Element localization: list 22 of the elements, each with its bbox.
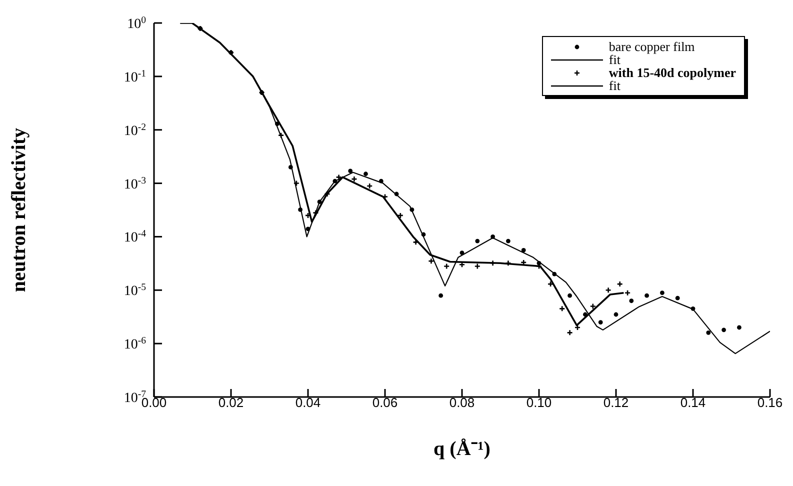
x-tick-label: 0.00 <box>141 395 167 410</box>
legend-label: fit <box>608 52 620 67</box>
y-tick-label: 10$^{-2}$ <box>124 121 146 139</box>
x-tick-label: 0.08 <box>449 395 475 410</box>
x-tick-label: 0.14 <box>680 395 706 410</box>
x-tick-label: 0.12 <box>603 395 629 410</box>
y-tick-label: 10$^{-6}$ <box>124 335 146 353</box>
x-tick-label: 0.16 <box>757 395 783 410</box>
y-tick-label: 10$^{-3}$ <box>124 174 146 192</box>
y-tick-label: 10$^{-1}$ <box>124 68 146 86</box>
legend-label: fit <box>608 78 620 93</box>
x-tick-label: 0.10 <box>526 395 552 410</box>
x-tick-label: 0.06 <box>372 395 398 410</box>
x-axis-title: q (Å⁻¹) <box>434 438 490 460</box>
y-tick-label: 10$^{-4}$ <box>124 228 146 246</box>
y-axis-title: neutron reflectivity <box>8 128 30 292</box>
y-tick-label: 10$^{0}$ <box>127 14 146 32</box>
legend-label: with 15-40d copolymer <box>608 65 736 80</box>
y-tick-label: 10$^{-5}$ <box>124 282 146 300</box>
x-tick-label: 0.02 <box>218 395 244 410</box>
x-tick-label: 0.04 <box>295 395 321 410</box>
legend-label: bare copper film <box>608 39 695 54</box>
